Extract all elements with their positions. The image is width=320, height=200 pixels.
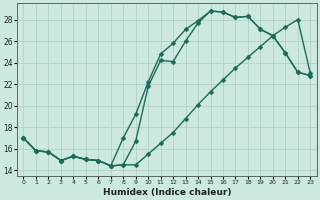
X-axis label: Humidex (Indice chaleur): Humidex (Indice chaleur) <box>103 188 231 197</box>
